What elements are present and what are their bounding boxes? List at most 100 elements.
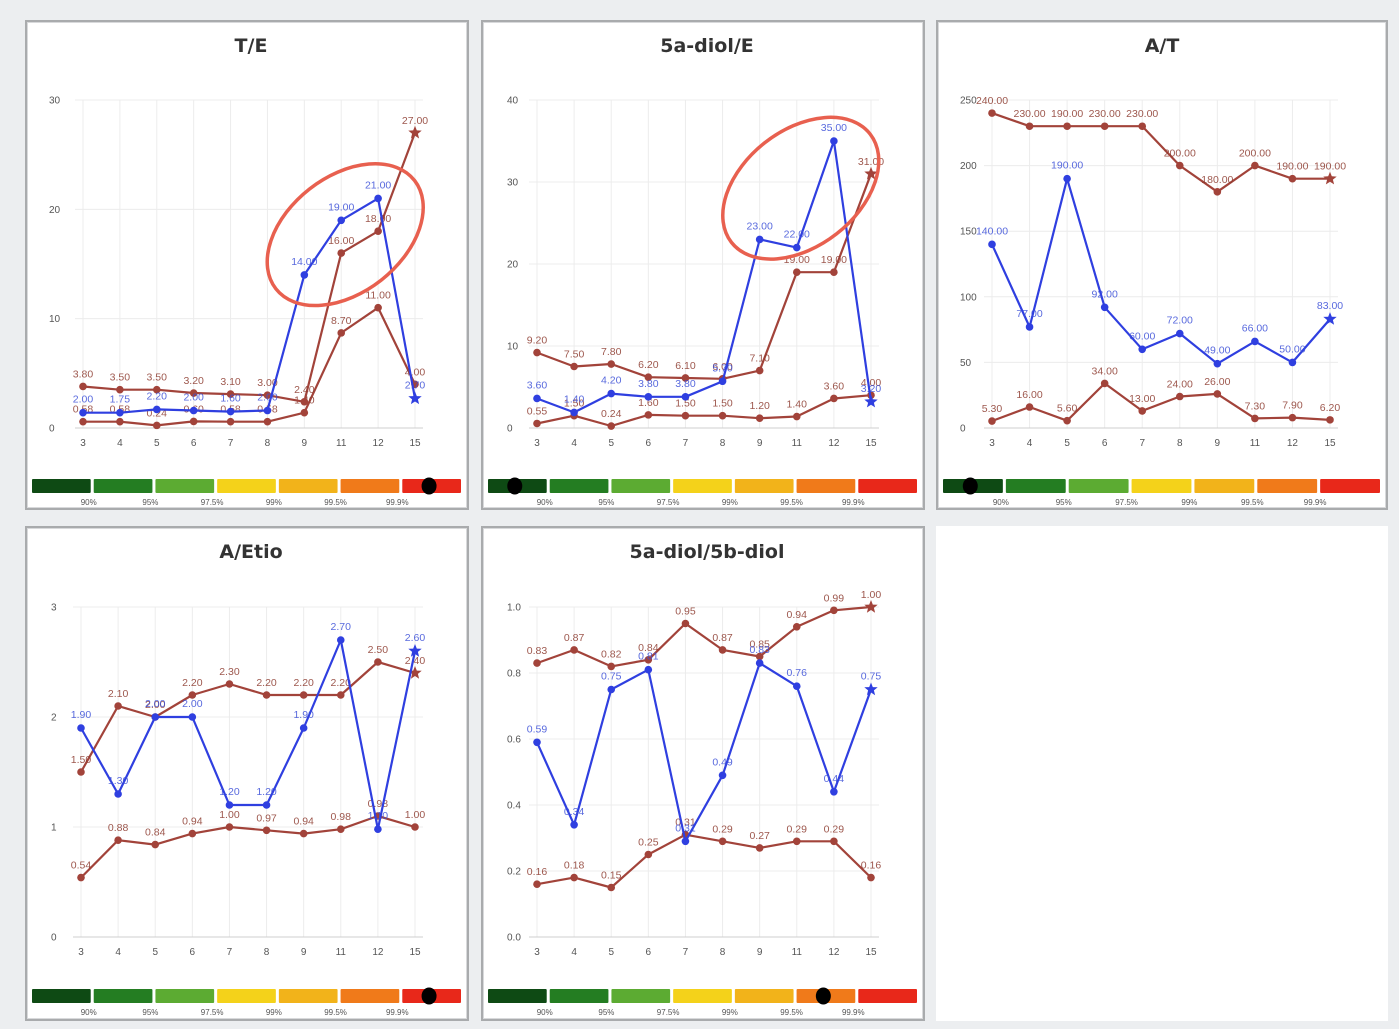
scale-segment — [1194, 479, 1255, 493]
data-label: 0.84 — [145, 827, 166, 839]
data-label: 2.00 — [182, 698, 203, 710]
data-label: 14.00 — [291, 256, 317, 268]
x-tick-label: 5 — [154, 438, 160, 449]
data-label: 72.00 — [1167, 315, 1193, 327]
x-tick-label: 9 — [1215, 438, 1221, 449]
data-point — [225, 823, 234, 831]
x-tick-label: 4 — [571, 438, 577, 449]
data-label: 7.10 — [749, 353, 770, 365]
data-label: 2.60 — [405, 632, 426, 644]
data-point — [830, 606, 838, 615]
data-point — [225, 680, 234, 688]
x-tick-label: 12 — [373, 438, 385, 449]
data-label: 1.90 — [71, 709, 92, 721]
scale-label: 99% — [722, 1008, 738, 1017]
data-point — [1288, 358, 1297, 367]
data-label: 1.75 — [110, 394, 131, 406]
x-tick-label: 12 — [1287, 438, 1299, 449]
data-label: 1.60 — [638, 397, 659, 409]
x-tick-label: 5 — [152, 947, 158, 958]
series-line — [990, 177, 1331, 365]
data-label: 5.70 — [712, 362, 733, 374]
data-label: 190.00 — [1276, 161, 1308, 173]
data-point — [114, 836, 122, 844]
chart-panel-5a-diol-5b-diol: 5a-diol/5b-diol 0.0 0.2 0.4 0.6 0.8 1.0 3 4 5 6 7 8 9… — [481, 526, 925, 1021]
data-point — [644, 411, 653, 419]
scale-segment — [734, 989, 794, 1003]
x-tick-label: 8 — [1177, 438, 1183, 449]
data-point — [1288, 174, 1297, 183]
scale-label: 90% — [81, 498, 97, 507]
data-label: 140.00 — [976, 225, 1008, 237]
data-label: 0.54 — [71, 860, 92, 872]
data-point — [374, 194, 382, 203]
data-label: 6.20 — [1320, 402, 1341, 414]
data-point-star — [1323, 171, 1337, 185]
data-point — [718, 411, 727, 420]
data-label: 3.80 — [73, 368, 94, 380]
series-line — [83, 306, 416, 427]
chart-panel-a-t: A/T 0 50 100 150 200 250 3 4 5 6 7 8 9 11 12 15 5.30 16.00… — [936, 20, 1388, 510]
series-line — [536, 139, 873, 414]
data-point — [792, 412, 801, 421]
data-label: 5.60 — [1057, 403, 1078, 415]
x-tick-label: 7 — [227, 947, 233, 958]
x-tick-label: 9 — [301, 947, 307, 958]
data-point — [300, 271, 309, 279]
data-label: 19.00 — [821, 254, 847, 266]
data-label: 0.24 — [601, 408, 622, 420]
y-tick-label: 0.6 — [507, 735, 521, 746]
data-label: 0.15 — [601, 870, 622, 882]
data-point — [299, 829, 308, 838]
data-label: 7.80 — [601, 346, 622, 358]
x-tick-label: 11 — [336, 947, 347, 958]
x-tick-label: 8 — [720, 438, 726, 449]
data-label: 0.31 — [675, 822, 696, 834]
data-point — [681, 837, 690, 846]
x-tick-label: 4 — [115, 947, 121, 958]
data-point — [299, 691, 308, 699]
y-tick-label: 10 — [49, 314, 61, 325]
data-point-star — [864, 166, 878, 180]
data-label: 9.20 — [527, 335, 548, 347]
data-point — [830, 837, 838, 846]
scale-label: 99.9% — [842, 498, 865, 507]
x-tick-label: 5 — [608, 947, 614, 958]
x-tick-label: 15 — [865, 947, 877, 958]
scale-segment — [93, 479, 153, 493]
x-tick-label: 11 — [336, 438, 347, 449]
data-label: 0.34 — [564, 806, 585, 818]
x-tick-label: 12 — [828, 947, 840, 958]
data-point — [188, 691, 197, 699]
x-tick-label: 6 — [191, 438, 197, 449]
scale-segment — [488, 989, 547, 1003]
y-tick-label: 10 — [507, 342, 519, 353]
highlight-circle — [721, 115, 881, 261]
data-label: 0.98 — [368, 798, 389, 810]
data-label: 3.80 — [675, 378, 696, 390]
result-marker — [421, 477, 437, 495]
series-line — [80, 660, 416, 773]
scale-label: 97.5% — [1115, 498, 1138, 507]
data-point — [533, 394, 541, 403]
scale-label: 99.9% — [386, 1008, 409, 1017]
data-label: 3.50 — [110, 372, 131, 384]
data-point — [189, 417, 198, 426]
data-label: 21.00 — [365, 179, 391, 191]
data-point — [570, 873, 578, 882]
scale-segment — [155, 479, 215, 493]
x-tick-label: 11 — [1250, 438, 1261, 449]
x-tick-label: 3 — [534, 947, 540, 958]
data-point — [263, 391, 272, 400]
data-point — [718, 837, 727, 846]
scale-segment — [93, 989, 153, 1003]
data-label: 2.00 — [145, 699, 166, 711]
scale-segment — [796, 479, 856, 493]
data-point — [607, 360, 616, 368]
data-label: 1.90 — [293, 709, 314, 721]
data-point — [226, 390, 235, 398]
data-point — [226, 417, 235, 426]
data-label: 0.94 — [293, 816, 314, 828]
data-point — [830, 137, 838, 145]
data-point — [114, 702, 122, 710]
